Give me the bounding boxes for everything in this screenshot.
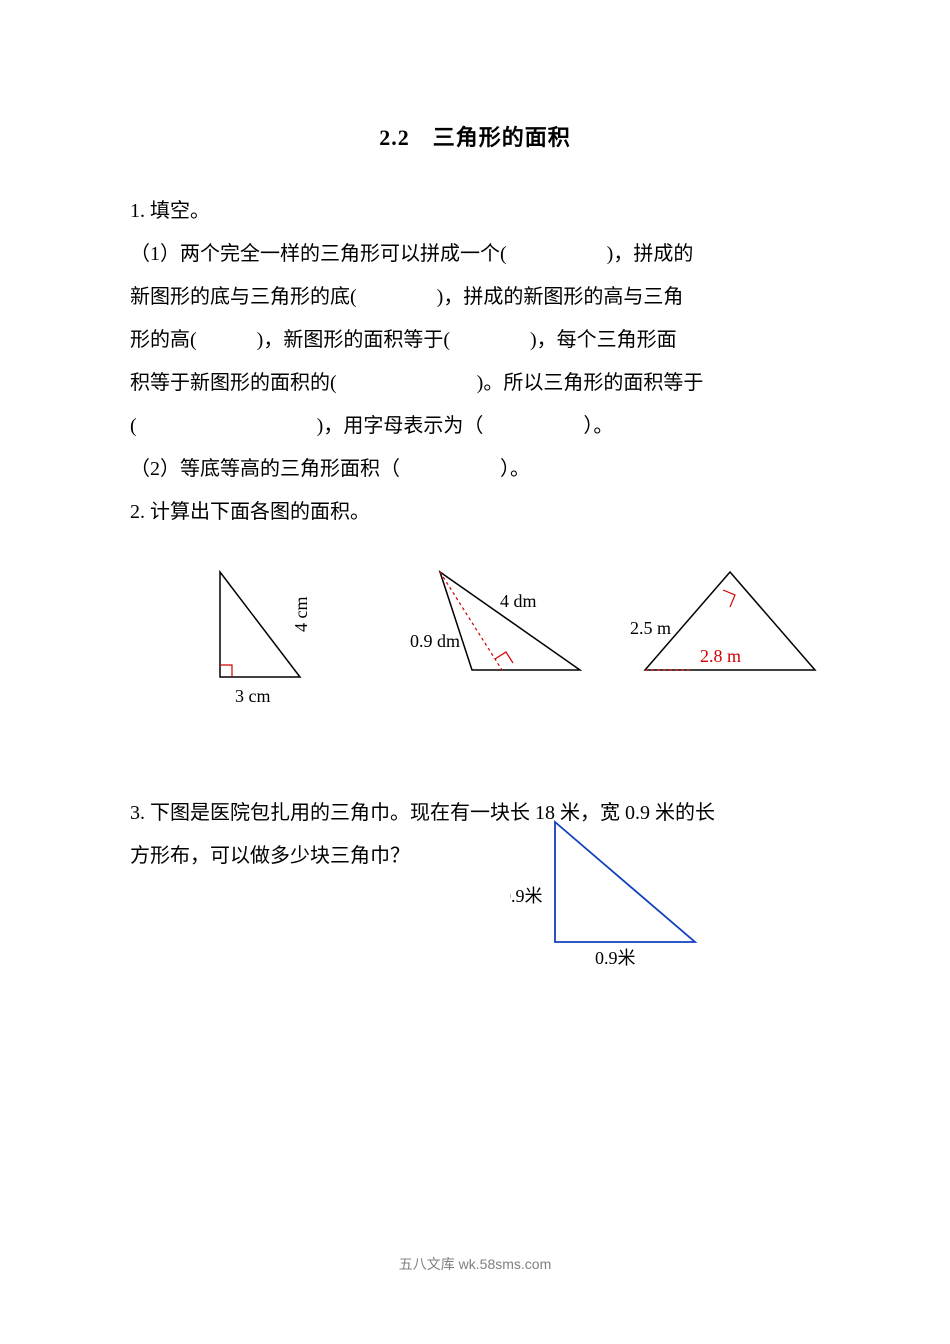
q3-block: 3. 下图是医院包扎用的三角巾。现在有一块长 18 米，宽 0.9 米的长 方形…: [130, 792, 820, 878]
triangle-2-height-label: 0.9 dm: [410, 631, 460, 651]
triangle-2-height-line: [440, 572, 502, 670]
triangle-2-shape: [440, 572, 580, 670]
triangle-3-svg: 2.5 m 2.8 m: [630, 562, 835, 722]
q1-1-line-a: （1）两个完全一样的三角形可以拼成一个( )，拼成的: [130, 233, 820, 276]
triangle-1-svg: 4 cm 3 cm: [190, 562, 360, 722]
q2-figure-1: 4 cm 3 cm: [190, 562, 360, 738]
triangle-2-hyp-label: 4 dm: [500, 591, 537, 611]
q1-1-line-b: 新图形的底与三角形的底( )，拼成的新图形的高与三角: [130, 276, 820, 319]
q3-vertical-label: 0.9米: [510, 886, 543, 906]
q3-triangle-svg: 0.9米 0.9米: [510, 812, 730, 982]
q3-triangle-shape: [555, 822, 695, 942]
section-title: 2.2 三角形的面积: [130, 120, 820, 152]
q3-figure: 0.9米 0.9米: [510, 812, 730, 998]
q1-2-line: （2）等底等高的三角形面积（ ）。: [130, 448, 820, 491]
q2-figure-3: 2.5 m 2.8 m: [630, 562, 835, 738]
q2-header: 2. 计算出下面各图的面积。: [130, 491, 820, 534]
q3-horizontal-label: 0.9米: [595, 948, 636, 968]
q2-figure-2: 4 dm 0.9 dm: [410, 562, 610, 738]
q1-1-line-d: 积等于新图形的面积的( )。所以三角形的面积等于: [130, 362, 820, 405]
triangle-3-right-angle: [723, 590, 735, 607]
triangle-2-svg: 4 dm 0.9 dm: [410, 562, 610, 722]
q1-1-line-c: 形的高( )，新图形的面积等于( )，每个三角形面: [130, 319, 820, 362]
q1-header: 1. 填空。: [130, 190, 820, 233]
content-body: 1. 填空。 （1）两个完全一样的三角形可以拼成一个( )，拼成的 新图形的底与…: [130, 190, 820, 878]
triangle-1-base-label: 3 cm: [235, 686, 271, 706]
triangle-2-right-angle: [495, 652, 513, 663]
triangle-1-right-angle: [220, 665, 232, 677]
triangle-3-base-label: 2.8 m: [700, 646, 741, 666]
triangle-1-shape: [220, 572, 300, 677]
q1-1-line-e: ( )，用字母表示为（ ）。: [130, 405, 820, 448]
q2-figures-row: 4 cm 3 cm 4 dm 0.9 dm 2.5 m 2.8 m: [130, 552, 820, 732]
triangle-3-side-label: 2.5 m: [630, 618, 671, 638]
footer-text: 五八文库 wk.58sms.com: [0, 1254, 950, 1274]
triangle-1-height-label: 4 cm: [291, 597, 311, 633]
